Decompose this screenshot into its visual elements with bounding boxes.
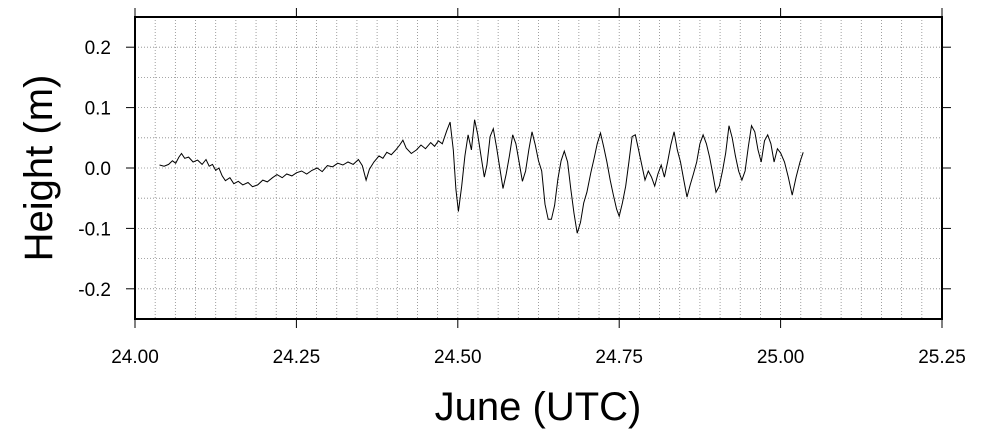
y-tick-label: 0.2 <box>85 38 111 59</box>
y-tick-label: 0.1 <box>85 99 111 120</box>
grid-layer <box>135 17 942 319</box>
x-tick-label: 24.50 <box>434 347 482 368</box>
x-tick-label: 24.00 <box>111 347 159 368</box>
x-tick-label: 25.00 <box>757 347 805 368</box>
y-tick-label: -0.2 <box>78 280 111 301</box>
y-tick-label: -0.1 <box>78 219 111 240</box>
x-tick-label: 24.75 <box>595 347 643 368</box>
x-tick-label: 24.25 <box>273 347 321 368</box>
height-series-line <box>159 119 804 234</box>
y-tick-label: 0.0 <box>85 159 111 180</box>
tick-layer <box>126 8 951 328</box>
plot-frame <box>134 16 943 320</box>
tick-label-layer: 24.00 24.25 24.50 24.75 25.00 25.25 -0.2 -0.1 0.… <box>78 38 966 368</box>
y-axis-title: Height (m) <box>17 75 61 262</box>
x-axis-title: June (UTC) <box>435 385 642 429</box>
x-tick-label: 25.25 <box>918 347 966 368</box>
